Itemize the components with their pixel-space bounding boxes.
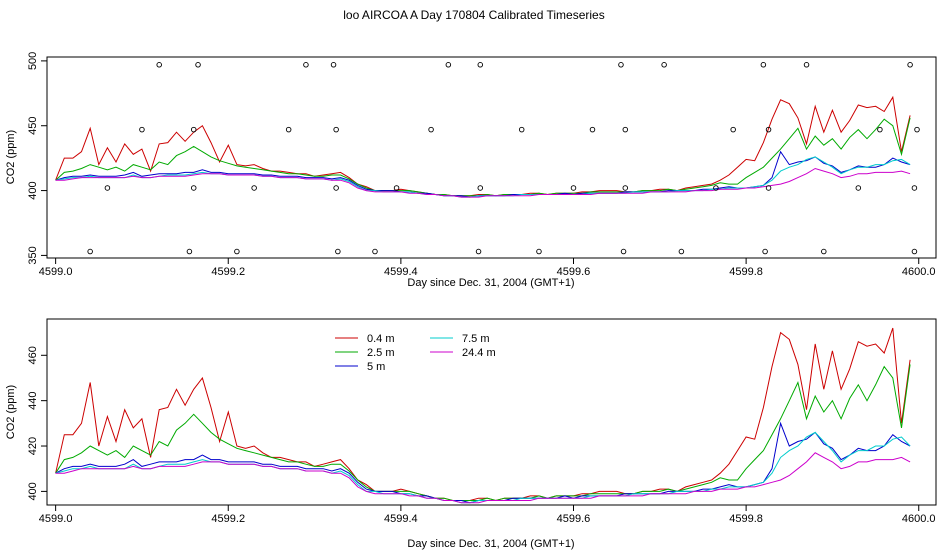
scatter-point [907,62,913,68]
scatter-point [333,185,339,191]
scatter-point [234,248,240,255]
x-tick-label: 4600.0 [902,513,936,525]
scatter-point [251,185,257,191]
scatter-point [190,185,197,191]
bottom-x-axis-label: Day since Dec. 31, 2004 (GMT+1) [407,538,574,550]
scatter-point [622,185,629,191]
scatter-point [190,126,197,133]
series-line-0-4-m [55,327,911,502]
x-tick-label: 4599.2 [211,513,245,525]
bottom-series-lines [55,327,911,504]
top-plot-frame [46,56,937,259]
x-tick-label: 4600.0 [902,266,936,278]
x-tick-label: 4599.4 [384,513,418,525]
scatter-point [335,248,341,255]
top-x-axis: 4599.0 4599.2 4599.4 4599.6 4599.8 4600.0 [39,257,936,278]
scatter-point [477,185,484,191]
scatter-point [477,62,484,68]
scatter-point [428,126,434,133]
scatter-point [730,126,736,133]
x-tick-label: 4599.4 [384,266,418,278]
y-tick-label: 400 [27,482,39,500]
y-tick-label: 500 [27,52,39,70]
x-tick-label: 4599.8 [729,513,763,525]
scatter-point [620,248,627,255]
series-line-24-4-m [55,452,911,504]
legend-entry: 7.5 m [462,333,490,345]
scatter-point [760,62,767,68]
scatter-point [330,62,337,68]
scatter-point [303,62,309,68]
top-y-axis-label: CO2 (ppm) [5,130,17,184]
series-line-0-4-m [55,95,911,197]
scatter-point [622,126,629,133]
scatter-point [661,62,667,68]
y-tick-label: 440 [27,391,39,409]
y-tick-label: 420 [27,437,39,455]
bottom-x-axis: 4599.0 4599.2 4599.4 4599.6 4599.8 4600.0 [39,504,936,525]
scatter-point [139,126,145,133]
x-tick-label: 4599.2 [211,266,245,278]
scatter-point [536,248,542,255]
scatter-point [618,62,624,68]
series-line-5-m [55,150,911,198]
bottom-panel: 4599.0 4599.2 4599.4 4599.6 4599.8 4600.0 400… [5,318,937,550]
bottom-y-axis-label: CO2 (ppm) [5,385,17,439]
scatter-point [104,185,111,191]
top-scatter-points [87,62,920,255]
scatter-point [678,248,685,255]
scatter-point [87,248,93,255]
scatter-point [333,126,339,133]
scatter-point [914,126,920,133]
scatter-point [372,248,378,255]
x-tick-label: 4599.6 [557,266,591,278]
scatter-point [475,248,482,255]
scatter-point [589,126,596,133]
top-panel: 4599.0 4599.2 4599.4 4599.6 4599.8 4600.0 350… [5,52,937,289]
scatter-point [285,126,292,133]
y-tick-label: 460 [27,346,39,364]
scatter-point [821,248,827,255]
top-x-axis-label: Day since Dec. 31, 2004 (GMT+1) [407,277,574,289]
legend-entry: 2.5 m [367,347,395,359]
chart-title: loo AIRCOA A Day 170804 Calibrated Times… [343,8,604,22]
scatter-point [855,185,862,191]
scatter-point [713,185,719,191]
scatter-point [195,62,201,68]
series-line-2-5-m [55,364,911,502]
scatter-point [877,126,883,133]
scatter-point [445,62,452,68]
x-tick-label: 4599.6 [557,513,591,525]
scatter-point [803,62,810,68]
series-line-2-5-m [55,117,911,197]
scatter-point [518,126,525,133]
scatter-point [156,62,162,68]
y-tick-label: 450 [27,117,39,135]
legend-entry: 24.4 m [462,347,496,359]
scatter-point [762,248,768,255]
x-tick-label: 4599.0 [39,266,73,278]
legend-entry: 5 m [367,361,385,373]
series-line-7-5-m [55,431,911,504]
bottom-y-axis: 400 420 440 460 [27,346,47,501]
top-series-lines [55,95,911,198]
y-tick-label: 400 [27,181,39,199]
scatter-point [570,185,577,191]
scatter-point [393,185,400,191]
top-y-axis: 350 400 450 500 [27,52,47,265]
scatter-point [911,248,918,255]
x-tick-label: 4599.8 [729,266,763,278]
legend: 0.4 m 2.5 m 5 m 7.5 m 24.4 m [335,333,496,373]
series-line-5-m [55,421,911,504]
scatter-point [765,185,772,191]
scatter-point [765,126,772,133]
legend-entry: 0.4 m [367,333,395,345]
x-tick-label: 4599.0 [39,513,73,525]
scatter-point [911,185,918,191]
series-line-7-5-m [55,156,911,198]
y-tick-label: 350 [27,246,39,264]
scatter-point [186,248,193,255]
